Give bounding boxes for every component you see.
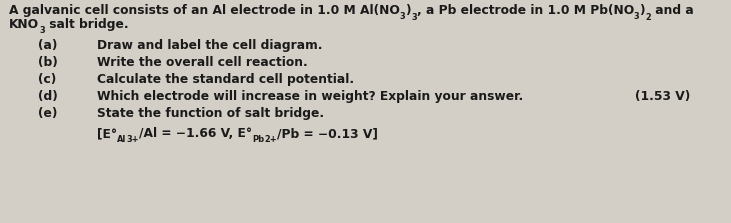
Text: /Al = −1.66 V, E°: /Al = −1.66 V, E° (139, 127, 252, 140)
Text: 3: 3 (634, 12, 640, 21)
Text: (1.53 V): (1.53 V) (635, 90, 690, 103)
Text: Which electrode will increase in weight? Explain your answer.: Which electrode will increase in weight?… (97, 90, 523, 103)
Text: (c): (c) (38, 73, 56, 86)
Text: 2+: 2+ (264, 136, 277, 145)
Text: 3: 3 (411, 12, 417, 21)
Text: 3+: 3+ (126, 136, 139, 145)
Text: salt bridge.: salt bridge. (45, 18, 129, 31)
Text: 3: 3 (39, 26, 45, 35)
Text: Pb: Pb (252, 135, 264, 144)
Text: /Pb = −0.13 V]: /Pb = −0.13 V] (277, 127, 378, 140)
Text: 2: 2 (645, 12, 651, 21)
Text: (d): (d) (38, 90, 58, 103)
Text: KNO: KNO (9, 18, 39, 31)
Text: ): ) (406, 4, 411, 17)
Text: Draw and label the cell diagram.: Draw and label the cell diagram. (97, 39, 322, 52)
Text: (a): (a) (38, 39, 57, 52)
Text: , a Pb electrode in 1.0 M Pb(NO: , a Pb electrode in 1.0 M Pb(NO (417, 4, 634, 17)
Text: State the function of salt bridge.: State the function of salt bridge. (97, 107, 324, 120)
Text: (b): (b) (38, 56, 58, 69)
Text: and a: and a (651, 4, 694, 17)
Text: Al: Al (117, 135, 126, 144)
Text: A galvanic cell consists of an Al electrode in 1.0 M Al(NO: A galvanic cell consists of an Al electr… (9, 4, 400, 17)
Text: [E°: [E° (97, 127, 117, 140)
Text: ): ) (640, 4, 645, 17)
Text: Calculate the standard cell potential.: Calculate the standard cell potential. (97, 73, 354, 86)
Text: 3: 3 (400, 12, 406, 21)
Text: Write the overall cell reaction.: Write the overall cell reaction. (97, 56, 308, 69)
Text: (e): (e) (38, 107, 57, 120)
